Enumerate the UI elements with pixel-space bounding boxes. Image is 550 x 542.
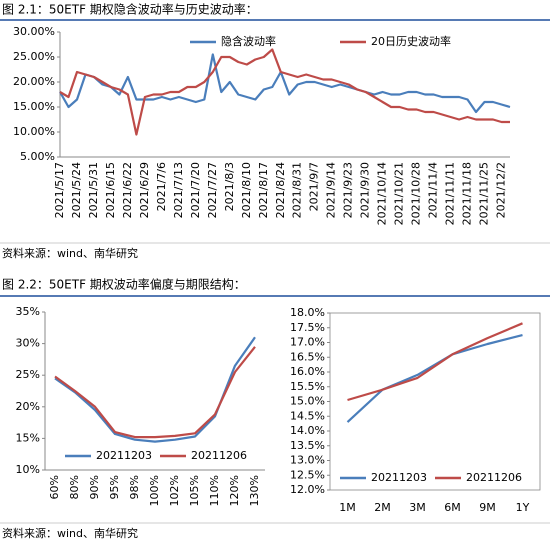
y-tick-label: 17.0%	[290, 336, 325, 349]
x-tick-label: 2021/11/25	[478, 162, 491, 225]
x-tick-label: 1M	[339, 501, 356, 514]
legend-label: 20211206	[466, 471, 522, 484]
x-tick-label: 2021/10/21	[393, 162, 406, 225]
x-tick-label: 98%	[128, 475, 141, 499]
x-tick-label: 9M	[479, 501, 496, 514]
x-tick-label: 2021/8/24	[274, 162, 287, 218]
y-tick-label: 30%	[16, 337, 40, 350]
x-tick-label: 2021/5/31	[87, 162, 100, 218]
y-tick-label: 16.5%	[290, 350, 325, 363]
x-tick-label: 2021/10/28	[410, 162, 423, 225]
series-line	[346, 334, 523, 423]
x-tick-label: 2021/9/7	[308, 162, 321, 211]
source: 资料来源：wind、南华研究	[2, 526, 138, 540]
caption: 图 2.1：50ETF 期权隐含波动率与历史波动率：	[2, 2, 258, 17]
x-tick-label: 2M	[374, 501, 391, 514]
x-tick-label: 2021/11/18	[461, 162, 474, 225]
x-tick-label: 110%	[208, 475, 221, 506]
x-tick-label: 80%	[68, 475, 81, 499]
x-tick-label: 2021/6/29	[138, 162, 151, 218]
legend-label: 20211203	[96, 449, 152, 462]
x-tick-label: 2021/8/10	[240, 162, 253, 218]
y-tick-label: 15.00%	[13, 100, 55, 113]
x-tick-label: 2021/7/27	[206, 162, 219, 218]
x-tick-label: 2021/8/3	[223, 162, 236, 211]
legend-label: 20211206	[191, 449, 247, 462]
x-tick-label: 2021/11/4	[427, 162, 440, 218]
x-tick-label: 2021/12/2	[495, 162, 508, 218]
legend-label: 20211203	[371, 471, 427, 484]
x-tick-label: 2021/6/22	[121, 162, 134, 218]
x-tick-label: 130%	[248, 475, 261, 506]
y-tick-label: 15.0%	[290, 395, 325, 408]
x-tick-label: 95%	[108, 475, 121, 499]
x-tick-label: 2021/9/14	[325, 162, 338, 218]
series-line	[54, 346, 256, 439]
y-tick-label: 20.00%	[13, 75, 55, 88]
x-tick-label: 102%	[168, 475, 181, 506]
x-tick-label: 100%	[148, 475, 161, 506]
y-tick-label: 5.00%	[20, 150, 55, 163]
y-tick-label: 25.00%	[13, 50, 55, 63]
x-tick-label: 2021/5/24	[70, 162, 83, 218]
x-tick-label: 3M	[409, 501, 426, 514]
x-tick-label: 120%	[228, 475, 241, 506]
legend-label: 隐含波动率	[221, 34, 276, 48]
x-tick-label: 2021/5/17	[53, 162, 66, 218]
x-tick-label: 60%	[48, 475, 61, 499]
y-tick-label: 17.5%	[290, 321, 325, 334]
x-tick-label: 2021/7/13	[172, 162, 185, 218]
y-tick-label: 18.0%	[290, 306, 325, 319]
y-tick-label: 16.0%	[290, 365, 325, 378]
x-tick-label: 105%	[188, 475, 201, 506]
y-tick-label: 20%	[16, 400, 40, 413]
y-tick-label: 12.0%	[290, 483, 325, 496]
x-tick-label: 1Y	[516, 501, 530, 514]
y-tick-label: 25%	[16, 368, 40, 381]
y-tick-label: 30.00%	[13, 25, 55, 38]
y-tick-label: 10%	[16, 463, 40, 476]
y-tick-label: 13.0%	[290, 454, 325, 467]
x-tick-label: 2021/7/20	[189, 162, 202, 218]
x-tick-label: 2021/7/6	[155, 162, 168, 211]
series-line	[59, 48, 510, 136]
source: 资料来源：wind、南华研究	[2, 246, 138, 260]
y-tick-label: 15.5%	[290, 380, 325, 393]
x-tick-label: 2021/11/11	[444, 162, 457, 225]
x-tick-label: 2021/6/15	[104, 162, 117, 218]
x-tick-label: 2021/8/31	[291, 162, 304, 218]
x-tick-label: 2021/9/30	[359, 162, 372, 218]
series-line	[347, 322, 523, 402]
y-tick-label: 10.00%	[13, 125, 55, 138]
y-tick-label: 35%	[16, 305, 40, 318]
x-tick-label: 6M	[444, 501, 461, 514]
x-tick-label: 2021/8/17	[257, 162, 270, 218]
x-tick-label: 2021/9/23	[342, 162, 355, 218]
x-tick-label: 2021/10/14	[376, 162, 389, 225]
series-line	[54, 336, 256, 443]
x-tick-label: 90%	[88, 475, 101, 499]
y-tick-label: 14.0%	[290, 424, 325, 437]
y-tick-label: 12.5%	[290, 468, 325, 481]
legend-label: 20日历史波动率	[371, 34, 451, 48]
y-tick-label: 15%	[16, 431, 40, 444]
y-tick-label: 13.5%	[290, 439, 325, 452]
y-tick-label: 14.5%	[290, 409, 325, 422]
series-line	[59, 53, 511, 114]
caption: 图 2.2：50ETF 期权波动率偏度与期限结构：	[2, 277, 246, 292]
